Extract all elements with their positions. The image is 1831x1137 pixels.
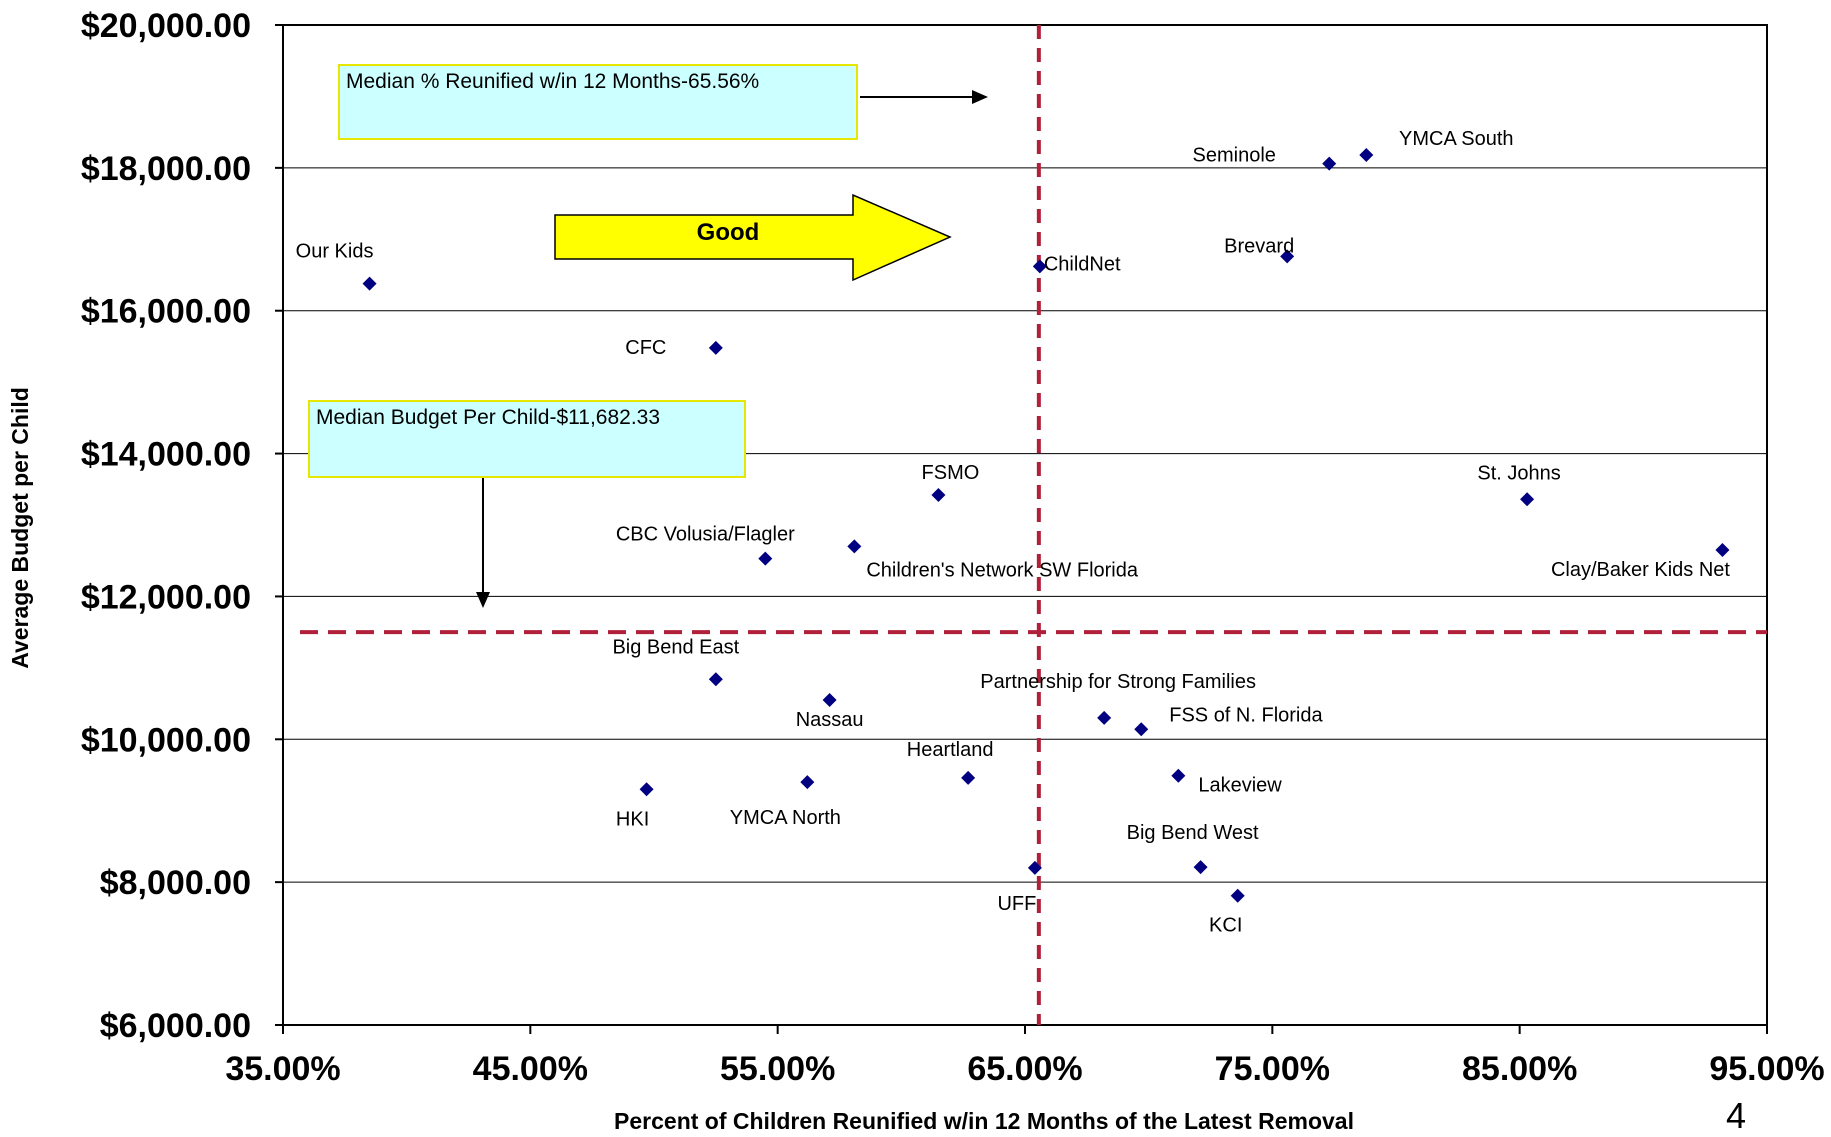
plot-frame bbox=[282, 24, 1768, 1026]
point-label: ChildNet bbox=[1044, 253, 1121, 275]
x-axis-title: Percent of Children Reunified w/in 12 Mo… bbox=[614, 1108, 1354, 1134]
data-points bbox=[362, 148, 1730, 903]
x-tick-label: 35.00% bbox=[225, 1050, 340, 1088]
x-tick-label: 45.00% bbox=[473, 1050, 588, 1088]
data-point bbox=[362, 276, 377, 291]
y-tick-label: $14,000.00 bbox=[81, 436, 251, 474]
y-tick-label: $16,000.00 bbox=[81, 293, 251, 331]
x-tick-labels: 35.00% 45.00% 55.00% 65.00% 75.00% 85.00% 95.0… bbox=[225, 1050, 1824, 1088]
point-label: HKI bbox=[616, 808, 649, 830]
y-tick-label: $12,000.00 bbox=[81, 578, 251, 616]
point-label: YMCA South bbox=[1399, 128, 1514, 150]
good-arrow-shape bbox=[554, 193, 952, 282]
point-label: Seminole bbox=[1193, 145, 1276, 167]
data-point bbox=[1230, 888, 1245, 903]
point-label: Our Kids bbox=[296, 241, 374, 263]
point-label: YMCA North bbox=[730, 807, 841, 829]
data-point bbox=[1280, 249, 1295, 264]
median-x-pointer-head bbox=[972, 90, 988, 104]
point-label: Clay/Baker Kids Net bbox=[1551, 559, 1730, 581]
y-tick-labels: $20,000.00 $18,000.00 $16,000.00 $14,000.00… bbox=[81, 7, 251, 1045]
point-label: Brevard bbox=[1224, 235, 1294, 257]
data-point bbox=[708, 340, 723, 355]
point-label: Lakeview bbox=[1198, 775, 1282, 797]
annotation-arrows bbox=[476, 90, 988, 608]
page-number: 4 bbox=[1726, 1095, 1747, 1136]
data-point bbox=[1032, 259, 1047, 274]
data-point bbox=[758, 551, 773, 566]
y-tick-label: $8,000.00 bbox=[100, 864, 251, 902]
data-point bbox=[1134, 722, 1149, 737]
point-label: Big Bend West bbox=[1127, 822, 1259, 844]
data-point bbox=[1520, 492, 1535, 507]
x-tick-label: 95.00% bbox=[1709, 1050, 1824, 1088]
y-axis-title: Average Budget per Child bbox=[7, 387, 33, 669]
data-point bbox=[822, 693, 837, 707]
y-tick-label: $10,000.00 bbox=[81, 721, 251, 759]
data-point bbox=[847, 539, 862, 554]
point-labels: Our Kids CFC ChildNet Seminole YMCA South Bre… bbox=[296, 128, 1731, 937]
x-tick-label: 65.00% bbox=[967, 1050, 1082, 1088]
data-point bbox=[961, 770, 976, 785]
point-label: FSS of N. Florida bbox=[1169, 704, 1323, 726]
point-label: Partnership for Strong Families bbox=[980, 671, 1256, 693]
data-point bbox=[1193, 860, 1208, 875]
point-label: St. Johns bbox=[1477, 462, 1560, 484]
y-tick-label: $20,000.00 bbox=[81, 7, 251, 45]
median-reunified-text: Median % Reunified w/in 12 Months-65.56% bbox=[346, 70, 760, 93]
point-label: Heartland bbox=[907, 739, 994, 761]
median-y-pointer-head bbox=[476, 592, 490, 608]
data-point bbox=[639, 782, 654, 797]
median-lines bbox=[300, 25, 1767, 1025]
median-budget-note: Median Budget Per Child-$11,682.33 bbox=[308, 400, 746, 478]
point-label: Children's Network SW Florida bbox=[866, 559, 1139, 581]
data-point bbox=[1715, 543, 1730, 557]
data-point bbox=[1359, 148, 1374, 162]
x-tick-label: 75.00% bbox=[1215, 1050, 1330, 1088]
point-label: UFF bbox=[997, 893, 1036, 915]
point-label: CFC bbox=[625, 337, 666, 359]
axes bbox=[275, 24, 1768, 1034]
y-tick-label: $18,000.00 bbox=[81, 150, 251, 188]
data-point bbox=[708, 672, 723, 687]
good-arrow-label: Good bbox=[697, 219, 760, 246]
data-point bbox=[931, 488, 946, 502]
gridlines bbox=[283, 24, 1767, 1026]
point-label: Nassau bbox=[796, 709, 864, 731]
x-tick-label: 85.00% bbox=[1462, 1050, 1577, 1088]
x-tick-label: 55.00% bbox=[720, 1050, 835, 1088]
data-point bbox=[1171, 768, 1186, 783]
point-label: CBC Volusia/Flagler bbox=[616, 524, 795, 546]
median-budget-text: Median Budget Per Child-$11,682.33 bbox=[316, 406, 661, 429]
data-point bbox=[1097, 710, 1112, 725]
data-point bbox=[800, 775, 815, 790]
median-reunified-note: Median % Reunified w/in 12 Months-65.56% bbox=[338, 64, 858, 140]
point-label: FSMO bbox=[922, 462, 980, 484]
data-point bbox=[1322, 156, 1337, 171]
y-tick-label: $6,000.00 bbox=[100, 1007, 251, 1045]
good-arrow: Good bbox=[554, 193, 952, 282]
data-point bbox=[1027, 860, 1042, 875]
point-label: Big Bend East bbox=[612, 636, 739, 658]
point-label: KCI bbox=[1209, 915, 1242, 937]
